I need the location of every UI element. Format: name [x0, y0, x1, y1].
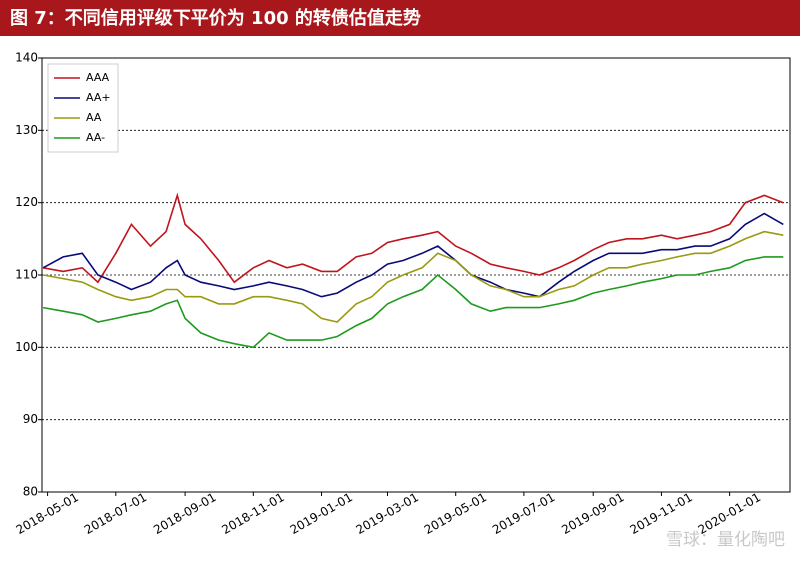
y-tick-label: 120	[15, 195, 38, 209]
legend-label: AA+	[86, 91, 111, 104]
x-tick-label: 2019-09-01	[559, 490, 626, 537]
series-line	[42, 192, 784, 284]
legend-label: AA	[86, 111, 102, 124]
legend-label: AAA	[86, 71, 110, 84]
series-line	[42, 212, 784, 298]
series-line	[42, 256, 784, 349]
x-tick-label: 2019-07-01	[490, 490, 557, 537]
x-tick-label: 2018-07-01	[82, 490, 149, 537]
y-tick-label: 100	[15, 340, 38, 354]
x-tick-label: 2019-05-01	[422, 490, 489, 537]
y-tick-label: 110	[15, 268, 38, 282]
legend-label: AA-	[86, 131, 105, 144]
y-tick-label: 140	[15, 51, 38, 65]
y-tick-label: 80	[23, 485, 38, 499]
x-tick-label: 2018-11-01	[219, 490, 286, 537]
chart-title: 图 7：不同信用评级下平价为 100 的转债估值走势	[10, 7, 421, 29]
header-bar	[0, 0, 800, 36]
watermark: 雪球：量化陶吧	[666, 530, 785, 550]
series-line	[42, 230, 784, 323]
x-tick-label: 2019-03-01	[354, 490, 421, 537]
x-tick-label: 2018-09-01	[151, 490, 218, 537]
x-tick-label: 2019-01-01	[288, 490, 355, 537]
y-tick-label: 130	[15, 123, 38, 137]
y-tick-label: 90	[23, 412, 38, 426]
